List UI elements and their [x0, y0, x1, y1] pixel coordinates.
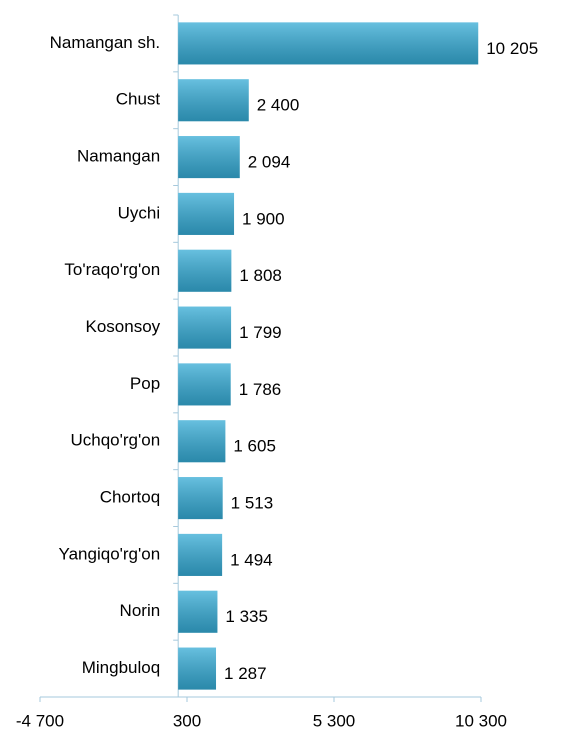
- value-label: 1 605: [233, 437, 276, 456]
- value-label: 1 335: [225, 607, 268, 626]
- y-tick-label: Namangan: [77, 147, 160, 166]
- bar-shade: [178, 249, 232, 292]
- bar-shade: [178, 306, 232, 349]
- bar-shade: [178, 533, 223, 576]
- bar-shade: [178, 420, 226, 463]
- bar-shade: [178, 647, 217, 690]
- bar-shade: [178, 136, 240, 179]
- bar-shade: [178, 590, 218, 633]
- value-label: 10 205: [486, 39, 538, 58]
- bar-shade: [178, 363, 231, 406]
- y-tick-label: Pop: [130, 374, 160, 393]
- value-label: 1 786: [239, 380, 282, 399]
- y-tick-label: Uychi: [118, 203, 161, 222]
- y-tick-label: Yangiqo'rg'on: [59, 544, 161, 563]
- value-label: 1 494: [230, 550, 273, 569]
- bar-shade: [178, 79, 249, 122]
- y-tick-label: Norin: [120, 601, 161, 620]
- value-label: 2 400: [257, 96, 300, 115]
- x-tick-label: -4 700: [16, 711, 64, 730]
- value-label: 2 094: [248, 153, 291, 172]
- x-tick-label: 5 300: [313, 711, 356, 730]
- value-label: 1 513: [231, 494, 274, 513]
- bar-shade: [178, 192, 235, 235]
- value-label: 1 287: [224, 664, 267, 683]
- bar-shade: [178, 477, 223, 520]
- y-tick-label: Chortoq: [100, 488, 160, 507]
- y-tick-label: To'raqo'rg'on: [64, 260, 160, 279]
- x-tick-label: 10 300: [455, 711, 507, 730]
- value-label: 1 799: [239, 323, 282, 342]
- y-tick-label: Mingbuloq: [82, 658, 160, 677]
- y-tick-label: Chust: [116, 90, 161, 109]
- x-tick-label: 300: [173, 711, 201, 730]
- bar-shade: [178, 22, 479, 65]
- value-label: 1 900: [242, 209, 285, 228]
- y-tick-label: Namangan sh.: [50, 33, 161, 52]
- y-tick-label: Uchqo'rg'on: [71, 431, 161, 450]
- value-label: 1 808: [239, 266, 282, 285]
- y-tick-label: Kosonsoy: [86, 317, 161, 336]
